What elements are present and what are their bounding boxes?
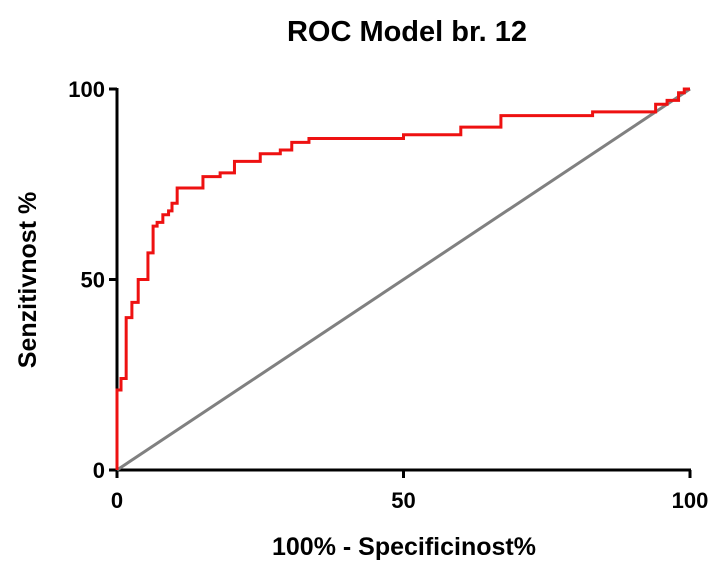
y-tick-label: 50 [81,268,105,293]
x-tick-label: 100 [672,488,709,513]
x-axis-title: 100% - Specificinost% [272,533,536,561]
y-tick-label: 0 [93,458,105,483]
roc-line [116,87,691,472]
y-tick-label: 100 [68,77,105,102]
chart-title: ROC Model br. 12 [287,16,527,48]
y-axis-title: Senzitivnost % [14,192,42,368]
x-tick-label: 50 [391,488,415,513]
x-tick-label: 0 [111,488,123,513]
roc-line [115,87,690,470]
